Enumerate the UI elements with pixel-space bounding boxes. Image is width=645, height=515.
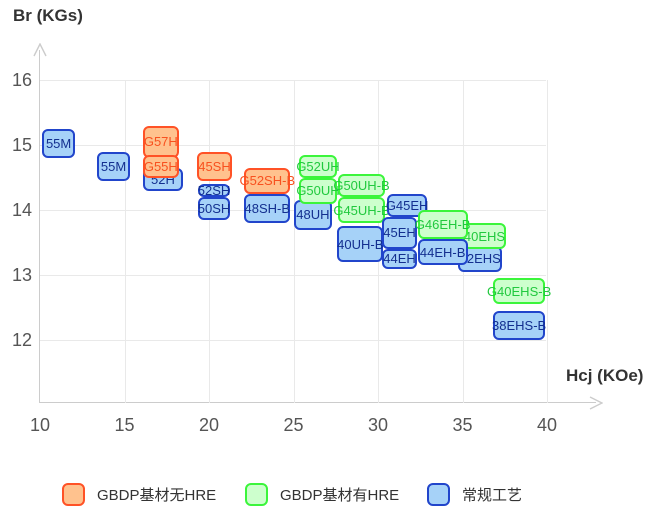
- y-tick-label: 15: [11, 135, 32, 155]
- grade-box[interactable]: 44EH: [382, 249, 417, 269]
- gridline-horizontal: [40, 340, 546, 341]
- legend-label: GBDP基材有HRE: [280, 487, 400, 504]
- grade-box-label: 52SH: [197, 183, 231, 198]
- y-axis-arrow-icon: [33, 43, 47, 57]
- legend-swatch-gbdp-hre-icon: [245, 483, 268, 506]
- grade-box-label: G57H: [143, 134, 178, 150]
- grade-box-label: 50SH: [197, 200, 231, 216]
- x-tick-label: 25: [283, 415, 304, 435]
- grade-box-label: 48UH: [296, 207, 330, 223]
- x-axis-arrow-icon: [589, 396, 603, 410]
- x-tick-label: 10: [29, 415, 51, 435]
- x-tick-label: 40: [536, 415, 558, 435]
- gridline-horizontal: [40, 210, 546, 211]
- gridline-vertical: [209, 80, 210, 403]
- grade-box-label: G46EH-B: [414, 217, 471, 233]
- gridline-vertical: [124, 80, 126, 403]
- grade-box[interactable]: G50UH-B: [333, 174, 390, 197]
- y-axis-line: [39, 50, 40, 403]
- gridline-vertical: [293, 80, 295, 403]
- grade-box[interactable]: G50UH: [296, 177, 340, 204]
- grade-box[interactable]: 45SH: [197, 151, 232, 181]
- grade-box-label: G40EHS-B: [486, 283, 552, 299]
- grade-box-label: 45SH: [198, 158, 231, 174]
- legend-item-gbdp-no-hre[interactable]: GBDP基材无HRE: [62, 483, 216, 506]
- grade-box[interactable]: 55M: [41, 128, 76, 158]
- x-tick-label: 15: [114, 415, 135, 435]
- gridline-horizontal: [40, 80, 546, 81]
- x-tick-label: 20: [198, 415, 220, 435]
- y-axis-title: Br (KGs): [13, 6, 83, 25]
- grade-box-label: G50UH-B: [333, 178, 390, 194]
- grade-box[interactable]: G55H: [143, 154, 179, 178]
- grade-box[interactable]: G46EH-B: [414, 210, 471, 240]
- x-tick-label: 35: [452, 415, 473, 435]
- grade-box-label: G52SH-B: [239, 173, 296, 189]
- grade-box[interactable]: 45EH: [382, 216, 417, 249]
- legend-item-gbdp-hre[interactable]: GBDP基材有HRE: [245, 483, 399, 506]
- grade-box[interactable]: 48UH: [293, 200, 333, 230]
- grade-box[interactable]: 50SH: [198, 197, 230, 220]
- grade-box[interactable]: 48SH-B: [244, 193, 291, 223]
- grade-box-label: 42EHS: [459, 251, 501, 267]
- x-axis-line: [40, 402, 596, 403]
- grade-box-label: 45EH: [383, 225, 416, 241]
- grade-box-label: 48SH-B: [244, 200, 291, 216]
- grade-box[interactable]: 38EHS-B: [492, 310, 547, 340]
- gridline-horizontal: [40, 275, 546, 276]
- legend-label: GBDP基材无HRE: [97, 487, 217, 504]
- grade-box-label: 55M: [100, 158, 127, 174]
- grade-box[interactable]: G52UH: [296, 154, 340, 178]
- grade-box[interactable]: G45UH-B: [333, 197, 390, 223]
- legend-swatch-gbdp-no-hre-icon: [62, 483, 85, 506]
- legend-label: 常规工艺: [462, 487, 523, 504]
- grade-box[interactable]: G52SH-B: [239, 167, 295, 194]
- grade-box-label: 44EH: [383, 251, 416, 267]
- legend-item-conventional[interactable]: 常规工艺: [427, 483, 522, 506]
- grade-box-label: 44EH-B: [419, 244, 466, 260]
- legend-swatch-conventional-icon: [427, 483, 450, 506]
- grade-box-label: G52UH: [296, 158, 340, 174]
- grade-box-label: 40UH-B: [337, 236, 384, 252]
- gridline-horizontal: [40, 145, 546, 146]
- x-axis-title: Hcj (KOe): [566, 366, 644, 385]
- grade-box[interactable]: 55M: [97, 151, 130, 181]
- y-tick-label: 13: [11, 265, 32, 285]
- grade-box-label: 40EHS: [463, 228, 506, 244]
- grade-box[interactable]: G57H: [143, 125, 179, 158]
- y-tick-label: 12: [11, 330, 32, 350]
- grade-box[interactable]: 40EHS: [462, 223, 507, 249]
- grade-box-label: G50UH: [296, 183, 340, 198]
- grade-box-label: G45UH-B: [333, 202, 390, 218]
- grade-box[interactable]: 40UH-B: [337, 226, 383, 262]
- grade-box-label: 38EHS-B: [492, 317, 547, 333]
- grade-box[interactable]: G40EHS-B: [487, 278, 551, 305]
- grade-box[interactable]: 44EH-B: [417, 239, 468, 266]
- grade-box[interactable]: G45EH: [385, 193, 429, 217]
- y-tick-label: 14: [11, 200, 32, 220]
- grade-box[interactable]: 52SH: [198, 184, 230, 197]
- grade-box-label: 55M: [45, 135, 72, 151]
- grade-box-label: G55H: [143, 158, 178, 174]
- x-tick-label: 30: [367, 415, 389, 435]
- grade-box-label: G45EH: [385, 197, 429, 213]
- y-tick-label: 16: [11, 70, 32, 90]
- gridline-vertical: [547, 80, 548, 403]
